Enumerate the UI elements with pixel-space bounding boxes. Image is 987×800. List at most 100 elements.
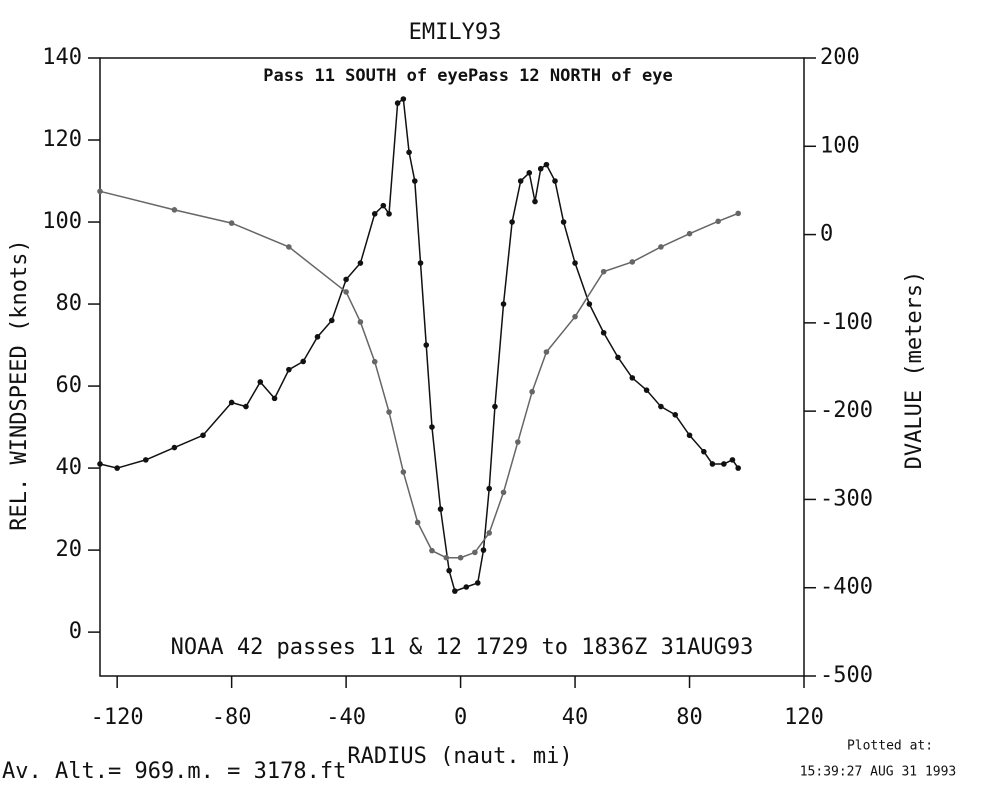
footer-right: 15:39:27 AUG 31 1993	[800, 765, 957, 780]
y2-tick-label: -200	[820, 398, 873, 423]
data-point	[286, 244, 292, 250]
data-point	[517, 178, 524, 184]
data-point	[257, 379, 264, 385]
data-point	[658, 403, 664, 410]
data-point	[658, 244, 664, 250]
data-point	[500, 301, 507, 307]
chart-title: EMILY93	[409, 20, 502, 45]
y-tick-label: 100	[42, 209, 82, 234]
y2-tick-label: -500	[820, 663, 873, 688]
data-point	[701, 448, 707, 455]
data-point	[600, 329, 607, 336]
series-line	[99, 190, 739, 559]
data-point	[200, 432, 206, 439]
data-point	[446, 567, 452, 574]
data-point	[486, 530, 493, 536]
data-point	[532, 198, 538, 205]
data-point	[171, 444, 178, 451]
data-point	[114, 465, 120, 471]
data-point	[615, 354, 621, 361]
plot-frame	[99, 57, 805, 677]
data-point	[572, 313, 578, 320]
data-point	[97, 461, 103, 467]
x-tick-label: 120	[784, 705, 824, 730]
y-tick-label: 140	[42, 45, 82, 70]
data-point	[709, 461, 716, 467]
data-point	[472, 549, 478, 556]
data-point	[357, 260, 364, 266]
data-point	[509, 219, 515, 225]
y2-tick-label: -300	[820, 486, 873, 511]
data-point	[552, 178, 558, 184]
data-point	[411, 178, 418, 184]
data-point	[171, 207, 178, 213]
data-point	[414, 519, 421, 526]
x-tick-label: 40	[562, 705, 589, 730]
data-point	[560, 219, 567, 225]
data-point	[371, 211, 378, 217]
data-point	[437, 506, 444, 512]
data-point	[371, 358, 378, 365]
data-point	[329, 317, 335, 324]
x-tick-label: -40	[326, 705, 366, 730]
y-tick-label: 80	[56, 291, 83, 316]
data-point	[474, 580, 481, 586]
y-axis-label: REL. WINDSPEED (knots)	[7, 239, 32, 530]
y-tick-label: 60	[56, 373, 83, 398]
y-tick-label: 0	[69, 619, 82, 644]
data-point	[343, 289, 349, 295]
data-point	[543, 161, 550, 168]
data-point	[429, 547, 435, 554]
y2-tick-label: 200	[820, 45, 860, 70]
data-point	[386, 211, 392, 217]
annotation: NOAA 42 passes 11 & 12 1729 to 1836Z 31A…	[171, 635, 754, 660]
data-point	[735, 465, 741, 471]
data-point	[386, 409, 392, 415]
data-point	[486, 485, 493, 492]
data-point	[380, 202, 387, 209]
data-point	[600, 268, 607, 275]
data-point	[529, 388, 535, 395]
data-point	[515, 439, 521, 445]
data-point	[729, 457, 736, 463]
data-point	[715, 218, 721, 225]
subtitle: Pass 11 SOUTH of eyePass 12 NORTH of eye	[263, 66, 672, 86]
series-line	[99, 97, 739, 593]
data-point	[228, 399, 235, 406]
data-point	[314, 334, 321, 340]
data-point	[686, 230, 693, 237]
data-point	[343, 276, 349, 283]
data-point	[142, 457, 149, 463]
y-tick-label: 120	[42, 127, 82, 152]
data-point	[443, 554, 450, 561]
data-point	[543, 349, 550, 355]
data-point	[629, 259, 636, 265]
data-point	[300, 358, 306, 365]
y2-tick-label: -400	[820, 575, 873, 600]
y2-tick-label: 100	[820, 133, 860, 158]
data-point	[457, 554, 464, 561]
data-point	[406, 149, 412, 156]
data-point	[286, 366, 292, 373]
data-point	[735, 210, 741, 217]
data-point	[400, 96, 407, 102]
x-tick-label: -120	[91, 705, 144, 730]
x-axis-label: RADIUS (naut. mi)	[347, 744, 572, 769]
data-point	[629, 375, 636, 381]
x-tick-label: 80	[676, 705, 703, 730]
data-point	[721, 461, 727, 467]
y2-tick-label: -100	[820, 310, 873, 335]
data-point	[417, 260, 424, 266]
y-tick-label: 20	[56, 537, 83, 562]
data-point	[586, 301, 593, 307]
data-point	[500, 489, 507, 496]
data-point	[423, 342, 430, 348]
data-point	[480, 547, 487, 553]
data-point	[537, 165, 544, 172]
data-point	[429, 424, 435, 430]
footer-right: Plotted at:	[847, 739, 933, 754]
footer-left: Av. Alt.= 969.m. = 3178.ft	[2, 759, 346, 784]
y-tick-label: 40	[56, 455, 83, 480]
data-point	[243, 403, 249, 410]
data-point	[357, 319, 364, 325]
